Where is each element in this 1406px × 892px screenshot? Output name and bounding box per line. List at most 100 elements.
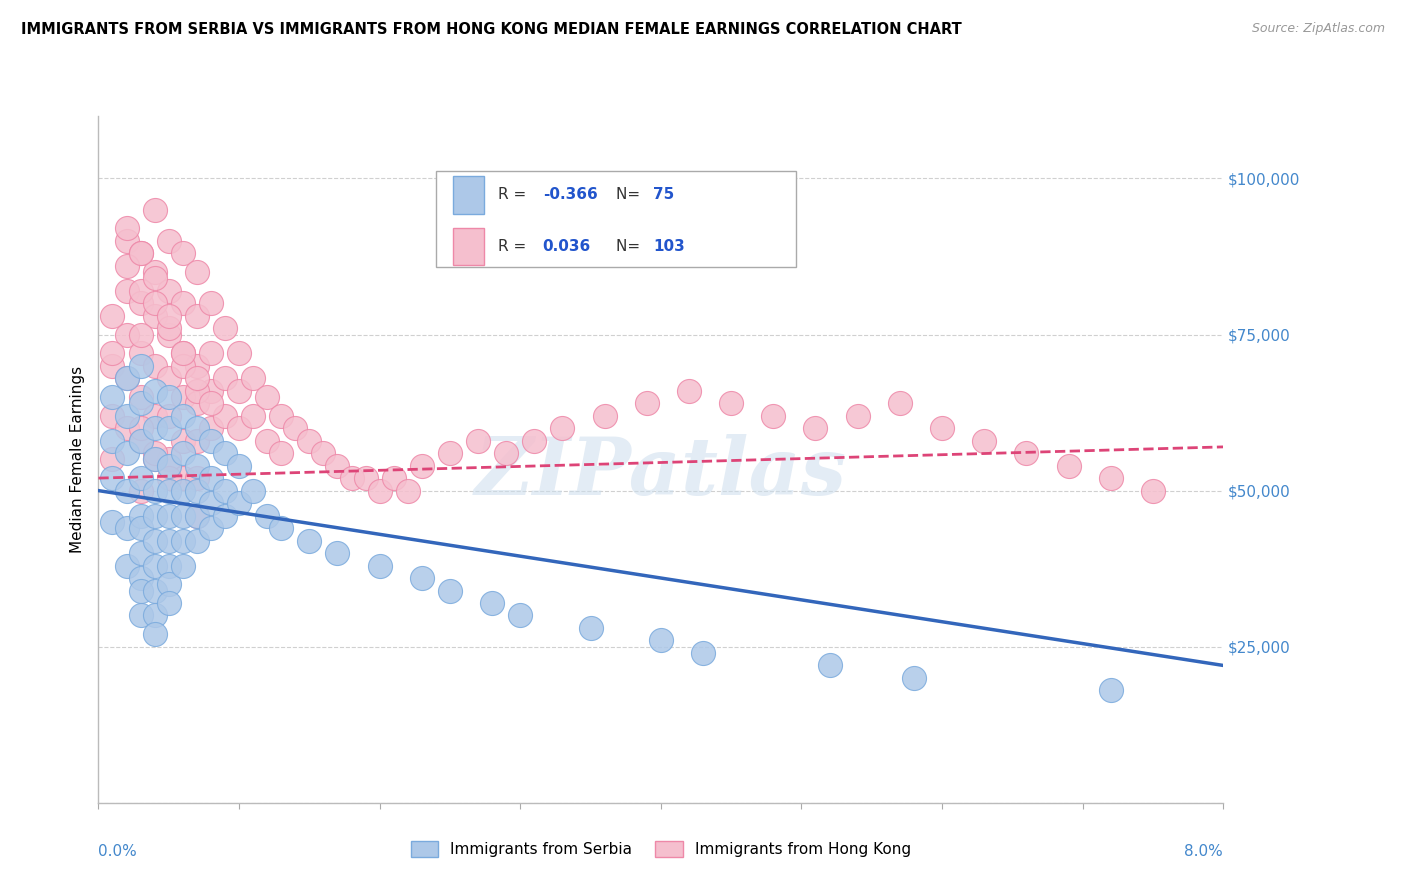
- Bar: [453, 227, 484, 265]
- Point: [129, 434, 152, 448]
- Point: [818, 658, 841, 673]
- Point: [172, 346, 194, 360]
- Point: [186, 458, 208, 473]
- Point: [129, 346, 152, 360]
- Point: [157, 321, 180, 335]
- Point: [157, 327, 180, 342]
- Point: [129, 508, 152, 523]
- Point: [172, 483, 194, 498]
- Point: [200, 296, 222, 310]
- Point: [129, 327, 152, 342]
- Point: [157, 596, 180, 610]
- Point: [115, 259, 138, 273]
- Point: [509, 608, 531, 623]
- Point: [200, 471, 222, 485]
- Point: [101, 434, 124, 448]
- Point: [228, 421, 250, 435]
- Point: [115, 371, 138, 385]
- Point: [115, 409, 138, 423]
- Point: [214, 321, 236, 335]
- Legend: Immigrants from Serbia, Immigrants from Hong Kong: Immigrants from Serbia, Immigrants from …: [411, 841, 911, 857]
- Point: [143, 359, 166, 373]
- Point: [172, 446, 194, 460]
- Point: [1099, 683, 1122, 698]
- Point: [172, 533, 194, 548]
- Point: [340, 471, 363, 485]
- Point: [143, 608, 166, 623]
- Point: [368, 483, 391, 498]
- Point: [172, 246, 194, 260]
- Point: [214, 508, 236, 523]
- Point: [143, 483, 166, 498]
- Point: [157, 452, 180, 467]
- Point: [143, 265, 166, 279]
- Point: [242, 483, 264, 498]
- Point: [973, 434, 995, 448]
- Point: [186, 508, 208, 523]
- Point: [129, 471, 152, 485]
- Point: [172, 390, 194, 404]
- Point: [228, 458, 250, 473]
- Text: 103: 103: [652, 239, 685, 254]
- Bar: [453, 176, 484, 214]
- Point: [143, 271, 166, 285]
- Point: [186, 309, 208, 323]
- Point: [143, 202, 166, 217]
- Point: [298, 533, 321, 548]
- Point: [200, 346, 222, 360]
- Point: [256, 390, 278, 404]
- Point: [242, 371, 264, 385]
- Point: [143, 533, 166, 548]
- Text: N=: N=: [616, 239, 645, 254]
- Point: [200, 421, 222, 435]
- Point: [1142, 483, 1164, 498]
- Point: [200, 396, 222, 410]
- Point: [172, 434, 194, 448]
- Point: [129, 390, 152, 404]
- Point: [157, 284, 180, 298]
- Point: [228, 346, 250, 360]
- Point: [143, 409, 166, 423]
- Point: [143, 452, 166, 467]
- Point: [157, 390, 180, 404]
- Point: [115, 558, 138, 573]
- Point: [186, 508, 208, 523]
- Text: 0.036: 0.036: [543, 239, 591, 254]
- Point: [143, 558, 166, 573]
- Point: [186, 371, 208, 385]
- Point: [228, 496, 250, 510]
- Point: [411, 458, 433, 473]
- Point: [326, 546, 349, 560]
- Point: [326, 458, 349, 473]
- Point: [200, 384, 222, 398]
- Point: [129, 296, 152, 310]
- Point: [256, 434, 278, 448]
- Point: [312, 446, 335, 460]
- Point: [129, 434, 152, 448]
- Point: [129, 583, 152, 598]
- Point: [143, 309, 166, 323]
- Point: [143, 446, 166, 460]
- Point: [172, 296, 194, 310]
- Point: [551, 421, 574, 435]
- Point: [200, 521, 222, 535]
- Point: [101, 452, 124, 467]
- Y-axis label: Median Female Earnings: Median Female Earnings: [69, 366, 84, 553]
- Point: [172, 346, 194, 360]
- Point: [143, 583, 166, 598]
- Point: [101, 309, 124, 323]
- Point: [903, 671, 925, 685]
- Point: [467, 434, 489, 448]
- Point: [172, 409, 194, 423]
- Point: [101, 409, 124, 423]
- Point: [284, 421, 307, 435]
- Text: -0.366: -0.366: [543, 187, 598, 202]
- Point: [214, 371, 236, 385]
- Point: [200, 496, 222, 510]
- Point: [157, 508, 180, 523]
- Point: [143, 627, 166, 641]
- Point: [636, 396, 658, 410]
- Text: 8.0%: 8.0%: [1184, 844, 1223, 859]
- Point: [579, 621, 602, 635]
- Point: [129, 546, 152, 560]
